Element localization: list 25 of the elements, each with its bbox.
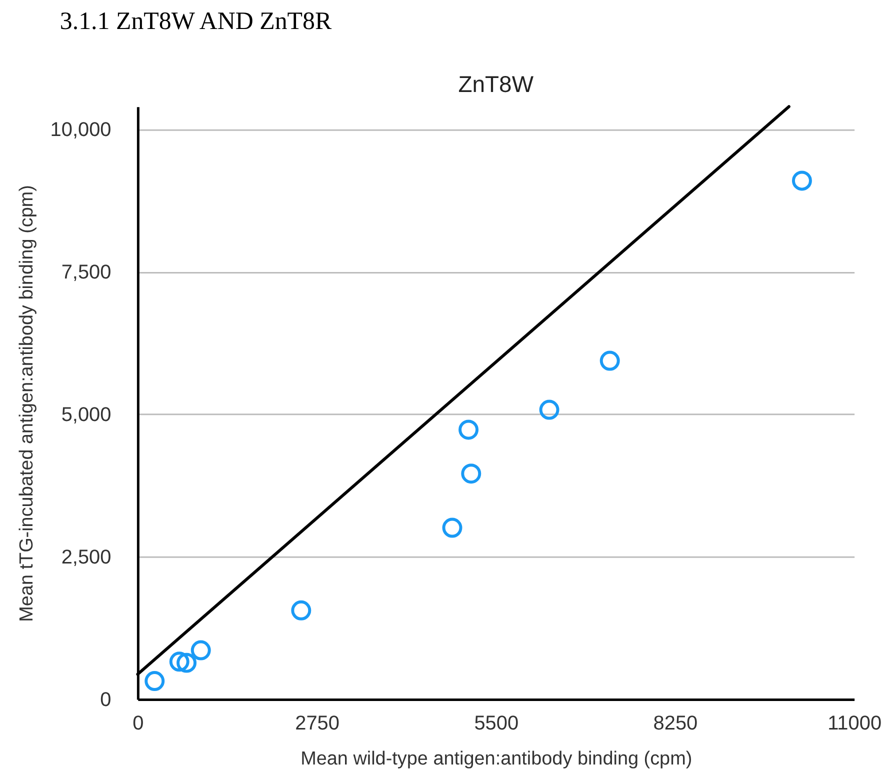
y-tick-label: 0 <box>100 688 112 711</box>
x-axis-title: Mean wild-type antigen:antibody binding (cpm) <box>300 748 692 770</box>
text: 3.1.1 ZnT8W AND ZnT8R <box>60 8 332 35</box>
point <box>442 518 462 538</box>
y-tick-label: 5,000 <box>61 404 112 426</box>
x-tick-label: 11000 <box>828 712 882 735</box>
point <box>169 652 190 672</box>
y-tick-label: 2,500 <box>61 546 112 568</box>
point <box>792 170 812 191</box>
point <box>176 652 197 673</box>
point <box>291 600 312 620</box>
x-tick-label: 2750 <box>295 712 340 735</box>
point <box>144 671 165 692</box>
point <box>539 400 560 420</box>
point <box>461 464 482 484</box>
point <box>458 420 479 440</box>
x-tick-label: 0 <box>132 712 144 735</box>
point <box>190 640 211 660</box>
point <box>600 350 620 371</box>
x-tick-label: 8250 <box>653 712 698 735</box>
chart-title: ZnT8W <box>458 71 534 98</box>
y-tick-label: 10,000 <box>50 118 112 141</box>
y-axis-title: Mean tTG-incubated antigen:antibody binding (cpm) <box>16 185 38 622</box>
x-tick-label: 5500 <box>474 712 519 735</box>
y-tick-label: 7,500 <box>61 261 112 284</box>
